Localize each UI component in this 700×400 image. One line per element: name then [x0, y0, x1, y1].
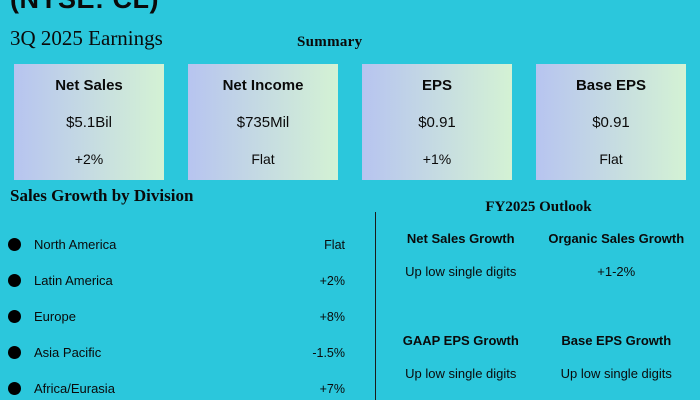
division-name: Latin America — [34, 273, 113, 288]
division-name: North America — [34, 237, 117, 252]
list-item: Europe +8% — [8, 305, 345, 328]
outlook-label: Net Sales Growth — [406, 231, 515, 246]
division-name: Europe — [34, 309, 76, 324]
card-eps: EPS $0.91 +1% — [362, 64, 512, 180]
list-item: Asia Pacific -1.5% — [8, 341, 345, 364]
outlook-label: GAAP EPS Growth — [402, 333, 519, 348]
list-item: North America Flat — [8, 233, 345, 256]
card-value: $735Mil — [236, 114, 290, 131]
division-value: -1.5% — [312, 345, 345, 360]
outlook-heading: FY2025 Outlook — [485, 199, 592, 215]
card-value: $0.91 — [592, 114, 630, 131]
outlook-value: Up low single digits — [405, 366, 517, 381]
card-label: Base EPS — [575, 77, 647, 94]
bullet-icon — [8, 274, 21, 287]
bullet-icon — [8, 382, 21, 395]
outlook-grid: Net Sales Growth Organic Sales Growth Up… — [387, 230, 690, 400]
outlook-value: +1-2% — [597, 264, 636, 279]
ticker-label: (NYSE: CL) — [10, 0, 159, 15]
divisions-heading: Sales Growth by Division — [10, 186, 194, 205]
vertical-divider — [375, 212, 376, 400]
card-base-eps: Base EPS $0.91 Flat — [536, 64, 686, 180]
card-label: Net Income — [222, 77, 304, 94]
card-change: +1% — [422, 151, 452, 167]
division-list: North America Flat Latin America +2% Eur… — [8, 233, 345, 400]
card-value: $0.91 — [418, 114, 456, 131]
bullet-icon — [8, 310, 21, 323]
card-change: Flat — [599, 151, 623, 167]
division-value: Flat — [324, 237, 345, 252]
card-value: $5.1Bil — [66, 114, 112, 131]
division-value: +8% — [319, 309, 345, 324]
bullet-icon — [8, 238, 21, 251]
division-name: Africa/Eurasia — [34, 381, 115, 396]
card-label: EPS — [421, 77, 452, 94]
outlook-value: Up low single digits — [405, 264, 517, 279]
card-label: Net Sales — [55, 77, 123, 94]
summary-heading: Summary — [297, 34, 363, 50]
list-item: Latin America +2% — [8, 269, 345, 292]
card-change: Flat — [251, 151, 275, 167]
page-title: 3Q 2025 Earnings — [10, 26, 163, 50]
outlook-label: Base EPS Growth — [561, 333, 672, 348]
card-net-income: Net Income $735Mil Flat — [188, 64, 338, 180]
outlook-section: FY2025 Outlook Net Sales Growth Organic … — [387, 198, 690, 400]
division-value: +7% — [319, 381, 345, 396]
summary-cards: Net Sales $5.1Bil +2% Net Income $735Mil… — [14, 64, 686, 180]
outlook-value: Up low single digits — [560, 366, 672, 381]
division-name: Asia Pacific — [34, 345, 102, 360]
list-item: Africa/Eurasia +7% — [8, 377, 345, 400]
bullet-icon — [8, 346, 21, 359]
division-value: +2% — [319, 273, 345, 288]
card-change: +2% — [74, 151, 104, 167]
card-net-sales: Net Sales $5.1Bil +2% — [14, 64, 164, 180]
outlook-label: Organic Sales Growth — [548, 231, 685, 246]
